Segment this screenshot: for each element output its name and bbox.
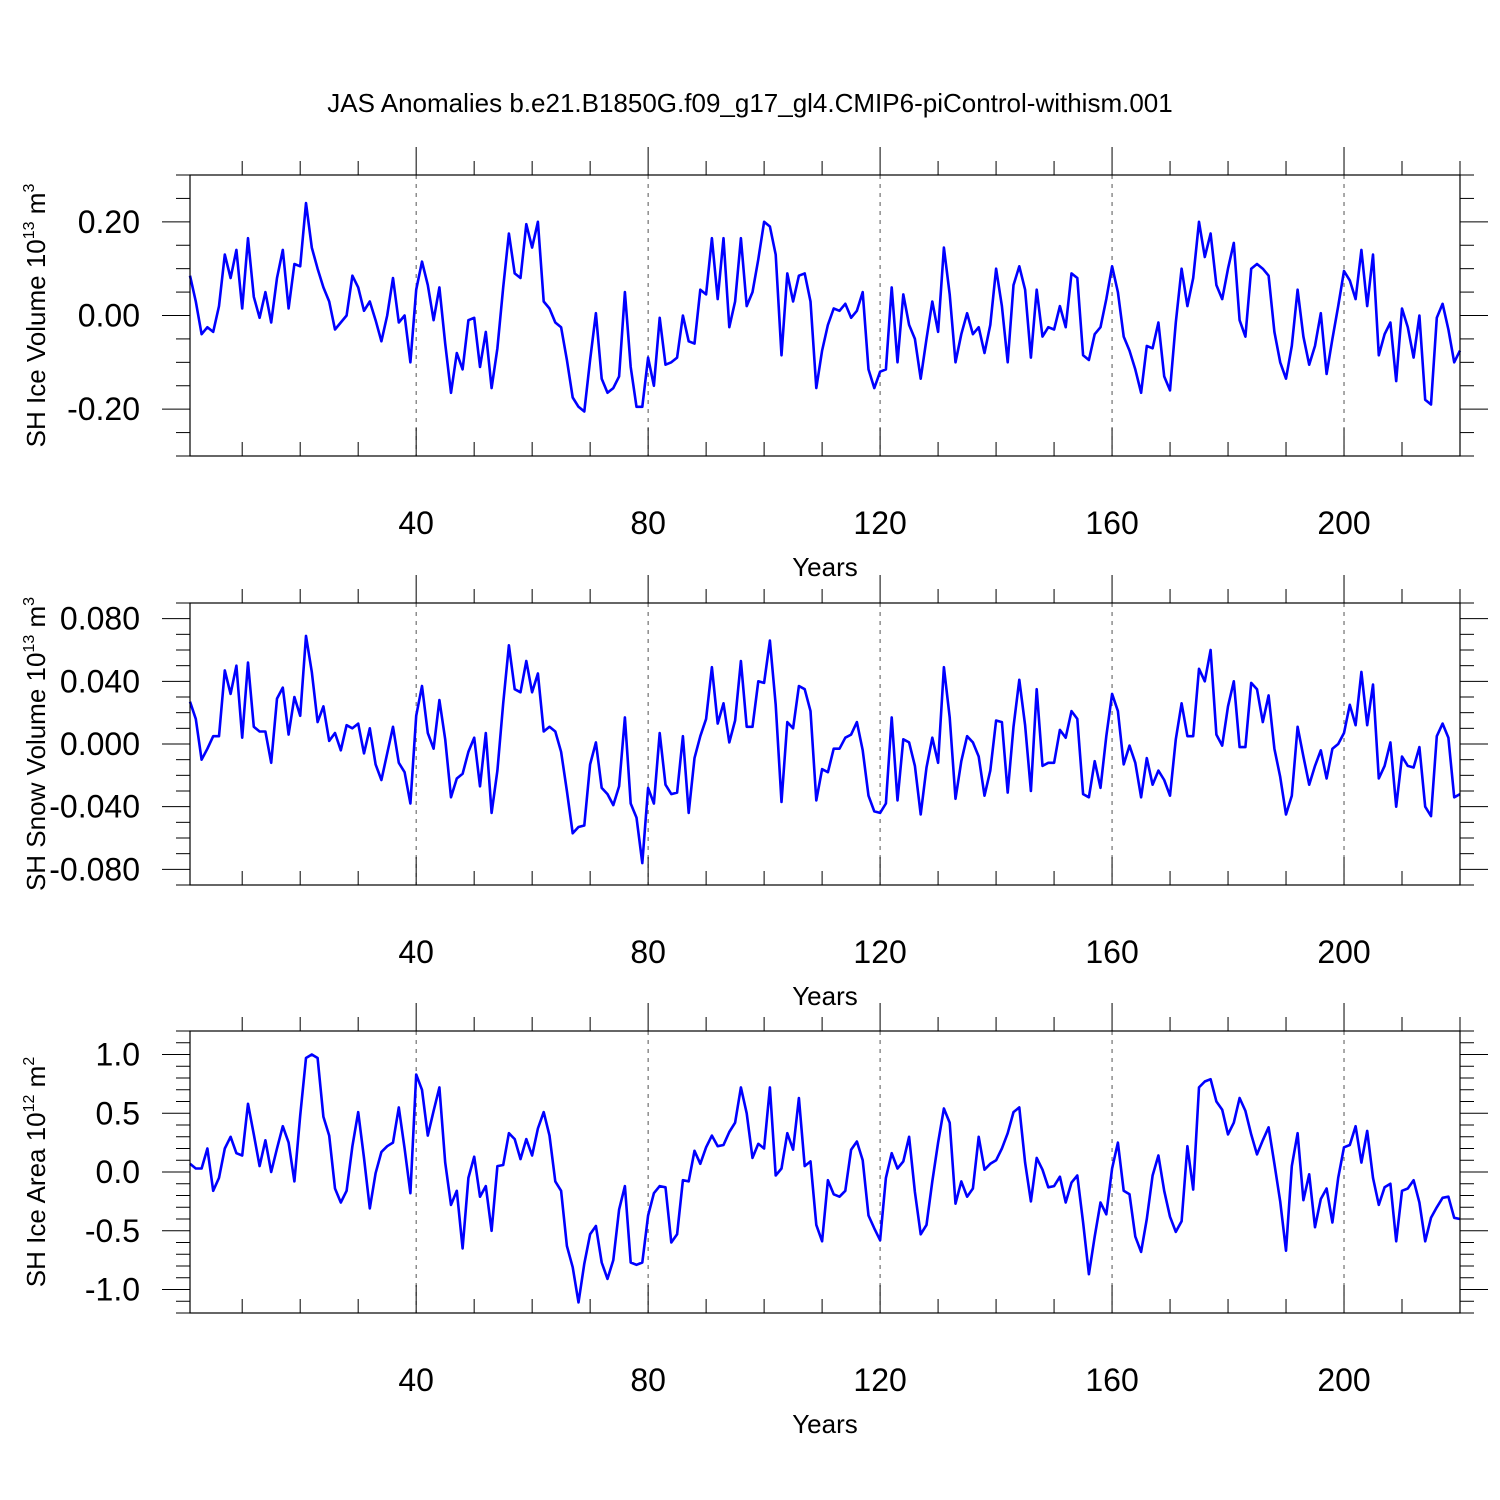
y-tick-label: -0.040 (49, 789, 140, 825)
x-tick-label: 80 (630, 505, 666, 541)
x-tick-label: 80 (630, 1362, 666, 1398)
y-axis-label: SH Ice Area 1012 m2 (21, 1057, 51, 1288)
y-tick-label: 1.0 (96, 1037, 140, 1073)
y-tick-label: 0.0 (96, 1154, 140, 1190)
x-axis-label: Years (792, 981, 858, 1011)
y-tick-label: -0.5 (85, 1213, 140, 1249)
y-tick-label: -0.20 (67, 391, 140, 427)
chart-panel-3: 40 80 120 160 200 -1.0 -0.5 0.0 0.5 1.0 Years SH Ic… (21, 1003, 1488, 1439)
chart-panels: 40 80 120 160 200 -0.20 0.00 0.20 Years SH Ice Vo… (21, 147, 1488, 1439)
y-tick-label: 0.000 (60, 726, 140, 762)
x-tick-label: 200 (1317, 1362, 1370, 1398)
x-tick-label: 40 (398, 505, 434, 541)
y-tick-label: -0.080 (49, 851, 140, 887)
data-series-line (188, 634, 1461, 865)
x-tick-label: 120 (853, 505, 906, 541)
data-series-line (188, 201, 1462, 413)
y-tick-label: 0.080 (60, 601, 140, 637)
x-tick-label: 40 (398, 1362, 434, 1398)
y-tick-label: 0.00 (78, 298, 140, 334)
x-axis-label: Years (792, 1409, 858, 1439)
plot-frame (189, 1030, 1461, 1314)
x-tick-label: 200 (1317, 934, 1370, 970)
x-tick-label: 40 (398, 934, 434, 970)
chart-panel-2: 40 80 120 160 200 -0.080 -0.040 0.000 0.040 0.080… (21, 575, 1488, 1011)
x-axis-label: Years (792, 552, 858, 582)
chart-title: JAS Anomalies b.e21.B1850G.f09_g17_gl4.C… (327, 88, 1172, 118)
data-series-line (189, 1053, 1461, 1304)
y-tick-label: 0.5 (96, 1095, 140, 1131)
y-tick-label: -1.0 (85, 1272, 140, 1308)
chart-panel-1: 40 80 120 160 200 -0.20 0.00 0.20 Years SH Ice Vo… (21, 147, 1488, 582)
x-tick-label: 160 (1085, 1362, 1138, 1398)
y-tick-label: 0.040 (60, 663, 140, 699)
plot-frame (189, 602, 1461, 886)
y-tick-label: 0.20 (78, 204, 140, 240)
x-tick-label: 160 (1085, 505, 1138, 541)
x-tick-label: 80 (630, 934, 666, 970)
x-tick-label: 200 (1317, 505, 1370, 541)
y-axis-label: SH Snow Volume 1013 m3 (21, 597, 51, 891)
y-axis-label: SH Ice Volume 1013 m3 (21, 184, 51, 448)
x-tick-label: 160 (1085, 934, 1138, 970)
x-tick-label: 120 (853, 1362, 906, 1398)
x-tick-label: 120 (853, 934, 906, 970)
plot-frame (189, 174, 1461, 457)
